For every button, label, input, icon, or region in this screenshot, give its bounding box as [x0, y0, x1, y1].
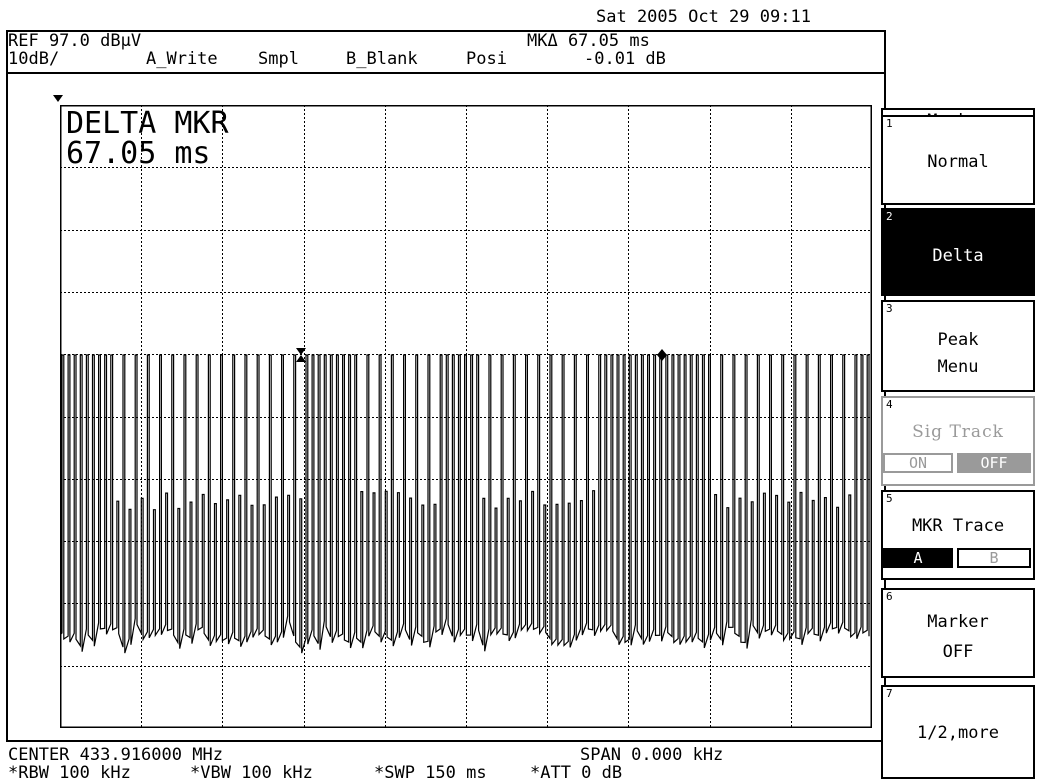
rbw: *RBW 100 kHz: [8, 763, 131, 783]
softkey-number: 4: [886, 398, 893, 411]
center-frequency: CENTER 433.916000 MHz: [8, 745, 223, 765]
softkey-number: 3: [886, 302, 893, 315]
softkey-label: MKR Trace: [911, 516, 1005, 536]
softkey-number: 1: [886, 117, 893, 130]
softkey-normal[interactable]: 1 Normal: [881, 115, 1035, 205]
mkr-trace-a[interactable]: A: [883, 548, 953, 568]
header-divider: [6, 72, 886, 74]
softkey-label: Marker: [927, 612, 989, 632]
softkey-number: 6: [886, 590, 893, 603]
delta-marker-value: 67.05 ms: [66, 136, 211, 171]
ref-level: REF 97.0 dBµV: [8, 31, 142, 51]
delta-marker-title: DELTA MKR: [66, 106, 229, 141]
mkr-trace-b[interactable]: B: [957, 548, 1031, 568]
softkey-label: 1/2,more: [917, 723, 999, 743]
scale: 10dB/: [8, 49, 60, 69]
trace-display: [60, 105, 872, 728]
softkey-number: 2: [886, 210, 893, 223]
datetime: Sat 2005 Oct 29 09:11: [596, 7, 811, 27]
softkey-peak-menu[interactable]: 3 Peak Menu: [881, 300, 1035, 392]
softkey-number: 5: [886, 492, 893, 505]
markers: [296, 348, 667, 362]
marker-delta-level: -0.01 dB: [584, 49, 666, 69]
softkey-label-line2: OFF: [942, 642, 974, 662]
sig-track-off[interactable]: OFF: [957, 453, 1031, 473]
softkey-more[interactable]: 7 1/2,more: [881, 685, 1035, 779]
softkey-number: 7: [886, 687, 893, 700]
ref-marker-icon: [53, 95, 63, 102]
delta-marker-icon: [657, 349, 667, 361]
trace-a: [60, 354, 870, 654]
trace-mode: A_Write: [146, 49, 218, 69]
softkey-sig-track[interactable]: 4 Sig Track ON OFF: [881, 396, 1035, 486]
marker-delta-time: MKΔ 67.05 ms: [527, 31, 650, 51]
attenuation: *ATT 0 dB: [530, 763, 623, 783]
softkey-label: Sig Track: [912, 422, 1004, 442]
softkey-label: Peak: [937, 330, 979, 350]
detector-b: Posi: [466, 49, 507, 69]
softkey-marker-off[interactable]: 6 Marker OFF: [881, 588, 1035, 678]
span: SPAN 0.000 kHz: [580, 745, 724, 765]
vbw: *VBW 100 kHz: [190, 763, 313, 783]
softkey-mkr-trace[interactable]: 5 MKR Trace A B: [881, 490, 1035, 580]
sig-track-on[interactable]: ON: [883, 453, 953, 473]
softkey-label-line2: Menu: [937, 357, 979, 377]
trace-path: [60, 354, 870, 654]
detector: Smpl: [258, 49, 299, 69]
softkey-delta[interactable]: 2 Delta: [881, 208, 1035, 296]
trace-b: B_Blank: [346, 49, 418, 69]
reference-marker-icon: [296, 348, 306, 362]
sweep-time: *SWP 150 ms: [374, 763, 487, 783]
softkey-label: Delta: [932, 246, 984, 266]
softkey-label: Normal: [927, 152, 989, 172]
softkey-menu: Marker 1 Normal 2 Delta 3 Peak Menu 4 Si…: [877, 88, 1039, 783]
